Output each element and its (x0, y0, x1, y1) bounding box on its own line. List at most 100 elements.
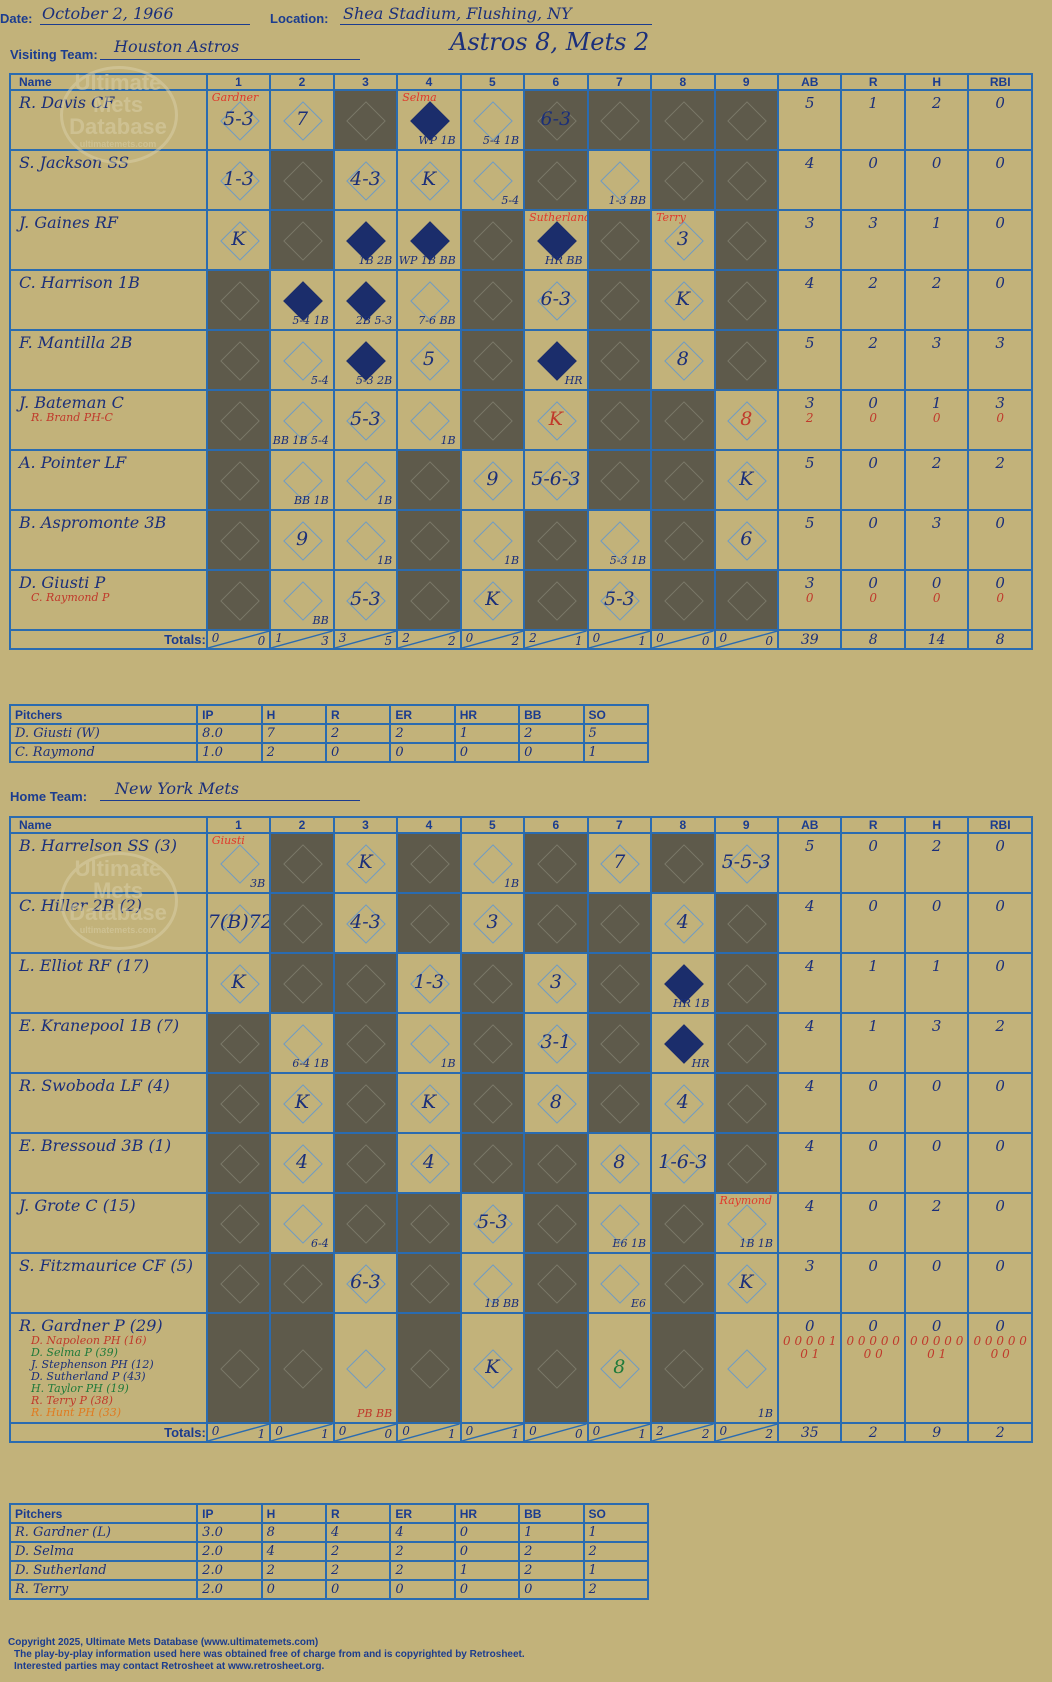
at-bat-cell (650, 1312, 716, 1424)
play-note: 1B (757, 1407, 773, 1420)
play-note: HR (564, 374, 583, 387)
batter-name: A. Pointer LF (19, 453, 127, 472)
batter-row: E. Kranepool 1B (7) 6-4 1B 1B 3-1 HR 4 1 3 2 (9, 1012, 1033, 1074)
at-bat-cell: 4-3 (332, 892, 399, 954)
pitching-change: Selma (402, 91, 437, 104)
at-bat-cell (396, 569, 462, 631)
pitcher-stat: 0 (453, 742, 521, 763)
batter-name: E. Bressoud 3B (1) (19, 1136, 172, 1155)
at-bat-cell: 4 (269, 1132, 335, 1194)
batter-row: C. Harrison 1B 5-4 1B 2B 5-3 7-6 BB 6-3 K 4 2 2 0 (9, 269, 1033, 331)
at-bat-cell: 1-6-3 (650, 1132, 716, 1194)
at-bat-cell (332, 89, 399, 151)
at-bat-cell: HR (650, 1012, 716, 1074)
pitcher-stat: 2 (518, 1541, 585, 1562)
base-diamond-icon (600, 964, 641, 1004)
stat-value: 0 (868, 454, 878, 472)
pitchers-header-cell: H (260, 704, 327, 725)
batter-stat: 4 (776, 1072, 843, 1134)
at-bat-cell: BB (269, 569, 335, 631)
inning-runs: 1 (275, 631, 283, 645)
pitcher-stat: 1 (582, 1560, 650, 1581)
batter-row: R. Davis CF 5-3 Gardner 7 WP 1B Selma 5-4 1B 6-… (9, 89, 1033, 151)
at-bat-cell: K (396, 1072, 462, 1134)
pitchers-header-cell: BB (518, 704, 585, 725)
play-result: 4-3 (350, 911, 381, 933)
grid-header-stat: RBI (967, 73, 1033, 91)
copyright-notice: Copyright 2025, Ultimate Mets Database (… (8, 1637, 525, 1673)
base-diamond-icon (537, 1264, 577, 1304)
pitcher-stat: 2.0 (196, 1579, 263, 1600)
batter-row: B. Harrelson SS (3) 3B Giusti K 1B 7 5-5-3 5 0 2 0 (9, 832, 1033, 894)
batter-row: L. Elliot RF (17) K 1-3 3 HR 1B 4 1 1 0 (9, 952, 1033, 1014)
base-diamond-icon (663, 521, 704, 561)
play-result: 1-6-3 (658, 1151, 708, 1173)
batter-stat: 1 (840, 952, 906, 1014)
grid-header-inning: 8 (650, 816, 716, 834)
at-bat-cell (332, 1012, 399, 1074)
base-diamond-icon (410, 1264, 450, 1304)
grid-header-stat: H (903, 816, 970, 834)
batter-name-cell: C. Harrison 1B (9, 269, 208, 331)
stat-value: 0 (868, 837, 878, 855)
at-bat-cell (205, 1192, 272, 1254)
at-bat-cell: E6 1B (586, 1192, 653, 1254)
at-bat-cell: 1-3 (396, 952, 462, 1014)
batter-name: R. Gardner P (29) (19, 1316, 163, 1335)
inning-hits: 0 (257, 634, 266, 648)
substitute-name: H. Taylor PH (19) (31, 1382, 129, 1395)
inning-runs: 0 (529, 1424, 537, 1438)
team-total-stat: 2 (967, 1422, 1033, 1443)
home-scorecard: Name 1 2 3 4 5 6 7 8 9 AB R H RBI B. Harrelson SS (3) 3… (9, 816, 1033, 1443)
stat-value: 0 (995, 214, 1005, 232)
at-bat-cell (586, 389, 653, 451)
batter-stat: 4 (776, 269, 843, 331)
inning-runs: 3 (338, 631, 347, 645)
batter-stat: 0 (967, 1252, 1033, 1314)
pitchers-header-cell: IP (196, 704, 263, 725)
play-result: 5-3 (223, 108, 254, 130)
grid-header-stat: R (840, 816, 906, 834)
at-bat-cell (586, 89, 653, 151)
batter-stat: 0 (840, 1192, 906, 1254)
inning-hits: 5 (384, 634, 393, 648)
inning-runs: 0 (275, 1424, 283, 1438)
home-pitchers-table: Pitchers IP H R ER HR BB SO R. Gardner (L) 3.0 8 4 4… (8, 1503, 650, 1600)
at-bat-cell (332, 1192, 399, 1254)
base-diamond-icon (537, 904, 577, 944)
at-bat-cell (396, 832, 462, 894)
play-result: 5-3 (350, 588, 381, 610)
batter-stat: 0 (903, 1072, 970, 1134)
location-underline (340, 24, 652, 25)
batter-stat: 0 (967, 952, 1033, 1014)
stat-value: 0 (931, 1257, 942, 1275)
visiting-team-underline (100, 59, 360, 60)
play-result: 5-6-3 (531, 468, 581, 490)
copyright-line: Copyright 2025, Ultimate Mets Database (… (8, 1637, 319, 1648)
pitchers-header-cell: SO (582, 1503, 650, 1524)
grid-header-inning: 4 (396, 73, 462, 91)
at-bat-cell (713, 149, 780, 211)
pitchers-header-row: Pitchers IP H R ER HR BB SO (8, 1503, 650, 1524)
base-diamond-icon (283, 161, 323, 201)
totals-row: Totals: 0 0 1 3 3 5 2 2 0 2 2 1 0 1 0 0 0 0 39 8 14 8 (9, 629, 1033, 650)
batter-stat: 2 (967, 1012, 1033, 1074)
at-bat-cell: 1B 2B (332, 209, 399, 271)
stat-value: 5 (804, 514, 815, 532)
play-result: K (294, 1091, 310, 1113)
batter-name-cell: D. Giusti P C. Raymond P (9, 569, 208, 631)
at-bat-cell (586, 269, 653, 331)
at-bat-cell: 9 (459, 449, 526, 511)
at-bat-cell (396, 892, 462, 954)
substitute-name: R. Hunt PH (33) (31, 1406, 122, 1419)
batter-name-cell: J. Gaines RF (9, 209, 208, 271)
base-diamond-icon (600, 221, 641, 261)
play-note: BB (312, 614, 329, 627)
play-note: 5-3 1B (609, 554, 647, 567)
play-note: HR BB (545, 254, 583, 267)
stat-value: 3 (931, 514, 942, 532)
